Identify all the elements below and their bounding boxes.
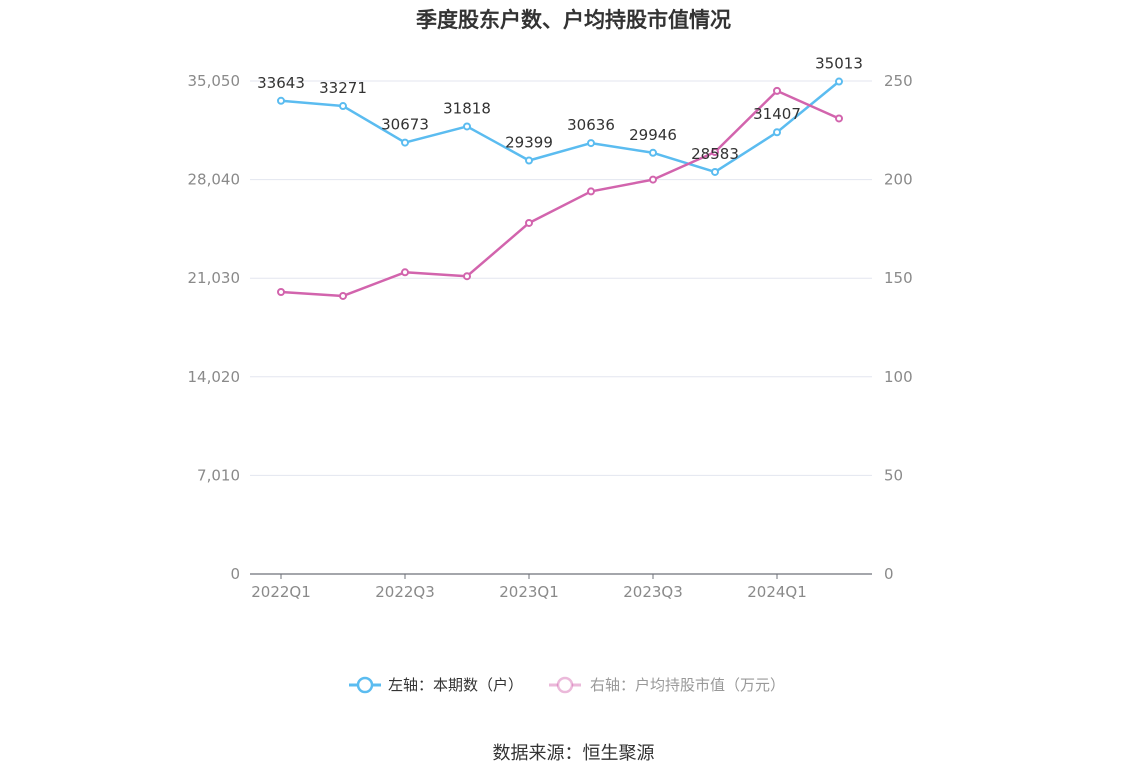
data-point	[525, 156, 533, 165]
data-label: 28583	[691, 145, 739, 163]
x-axis-tick-label: 2024Q1	[747, 583, 807, 601]
left-axis-tick-label: 7,010	[197, 466, 240, 484]
data-label: 33271	[319, 79, 367, 97]
series-lines	[280, 80, 840, 298]
x-axis-tick-label: 2023Q3	[623, 583, 683, 601]
left-axis-tick-label: 14,020	[188, 368, 241, 386]
data-label: 30636	[567, 116, 615, 134]
data-point	[773, 128, 781, 137]
x-axis-tick-label: 2022Q3	[375, 583, 435, 601]
data-point	[277, 288, 285, 297]
data-point	[463, 122, 471, 131]
data-point	[835, 114, 843, 123]
data-point	[277, 96, 285, 105]
data-point	[525, 218, 533, 227]
data-point	[339, 291, 347, 300]
chart-title: 季度股东户数、户均持股市值情况	[416, 8, 731, 32]
right-axis-tick-label: 250	[884, 72, 913, 90]
data-point	[711, 167, 719, 176]
legend-label-1: 左轴：本期数（户）	[388, 676, 523, 694]
left-axis-tick-label: 35,050	[188, 72, 241, 90]
data-label: 31818	[443, 99, 491, 117]
legend: 左轴：本期数（户） 右轴：户均持股市值（万元）	[349, 676, 785, 694]
data-point	[401, 138, 409, 147]
right-axis-tick-label: 50	[884, 466, 903, 484]
data-point	[649, 175, 657, 184]
data-point	[587, 187, 595, 196]
series-line-1	[280, 80, 840, 174]
axes: 0 0 7,010 50 14,020 100 21,030 150 28,040 200 35,0…	[188, 72, 913, 601]
x-axis-tick-label: 2023Q1	[499, 583, 559, 601]
series-line-2	[280, 89, 840, 298]
data-point	[463, 272, 471, 281]
series-points	[277, 77, 843, 300]
legend-marker-1	[356, 676, 374, 694]
data-labels: 33643 33271 30673 31818 29399 30636 29946 28583…	[257, 55, 863, 163]
legend-label-2: 右轴：户均持股市值（万元）	[590, 676, 785, 694]
grid-lines	[250, 80, 872, 476]
data-label: 31407	[753, 105, 801, 123]
legend-marker-2	[556, 676, 574, 694]
right-axis-tick-label: 150	[884, 269, 913, 287]
data-label: 33643	[257, 74, 305, 92]
right-axis-tick-label: 200	[884, 171, 913, 189]
data-point	[773, 86, 781, 95]
data-point	[401, 268, 409, 277]
data-point	[835, 77, 843, 86]
x-axis-tick-label: 2022Q1	[251, 583, 311, 601]
data-point	[711, 147, 719, 156]
data-point	[649, 148, 657, 157]
data-point	[339, 102, 347, 111]
data-label: 29946	[629, 126, 677, 144]
data-label: 35013	[815, 55, 863, 73]
left-axis-tick-label: 21,030	[188, 269, 241, 287]
right-axis-tick-label: 100	[884, 368, 913, 386]
left-axis-tick-label: 0	[230, 565, 240, 583]
right-axis-tick-label: 0	[884, 565, 894, 583]
data-label: 30673	[381, 116, 429, 134]
data-point	[587, 139, 595, 148]
data-source-note: 数据来源：恒生聚源	[492, 743, 655, 764]
left-axis-tick-label: 28,040	[188, 171, 241, 189]
data-label: 29399	[505, 133, 553, 151]
